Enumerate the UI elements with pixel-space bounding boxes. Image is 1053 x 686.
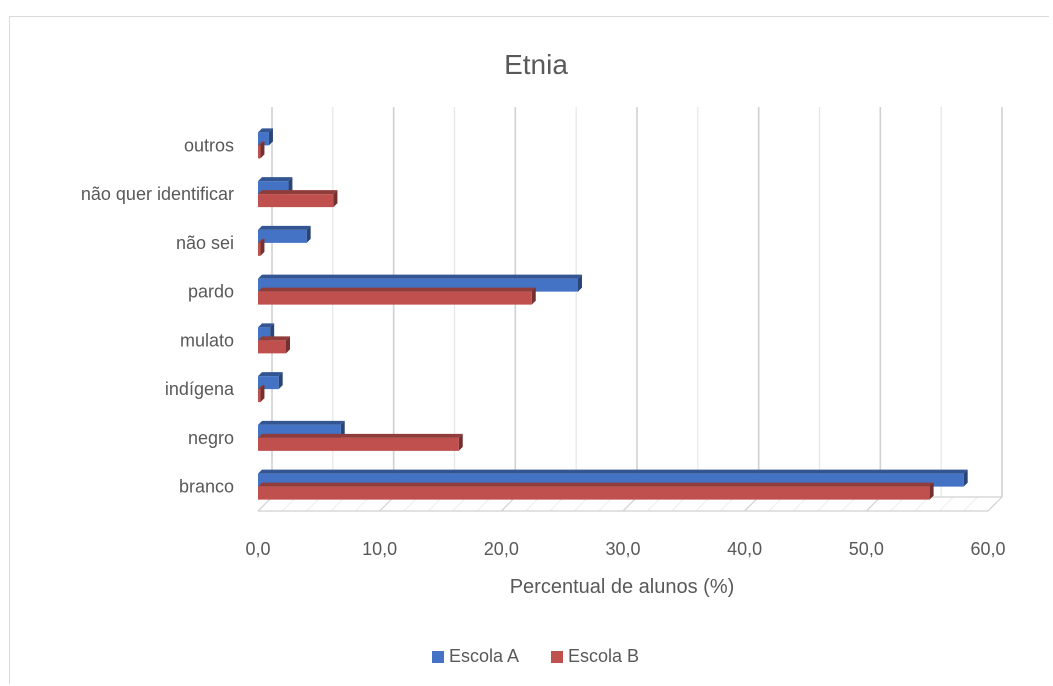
bar-side-face [285, 336, 290, 354]
bar-escola-b [258, 433, 463, 451]
bar-side-face [270, 323, 275, 341]
x-tick-labels: 0,0 10,0 20,0 30,0 40,0 50,0 60,0 [245, 539, 1005, 559]
category-labels: branco negro indígena mulato pardo não sei não… [81, 135, 235, 496]
bar-side-face [278, 372, 283, 390]
category-label: não sei [176, 233, 234, 253]
bar-escola-b [258, 287, 536, 305]
bar-escola-a [258, 128, 273, 146]
bar-side-face [333, 190, 338, 208]
bar-side-face [288, 177, 293, 195]
x-axis-title: Percentual de alunos (%) [510, 576, 735, 598]
bar-escola-a [258, 225, 311, 243]
category-label: outros [184, 135, 234, 155]
bar-top-face [258, 433, 463, 438]
bar-front-face [258, 145, 261, 159]
bar-front-face [258, 132, 269, 146]
bar-side-face [260, 238, 265, 256]
bar-top-face [258, 238, 265, 243]
chart-title: Etnia [504, 49, 568, 80]
x-tick-label: 60,0 [970, 539, 1005, 559]
floor-line-minor [938, 496, 954, 512]
legend-swatch [432, 651, 444, 663]
x-tick-label: 10,0 [362, 539, 397, 559]
legend-label: Escola A [449, 646, 519, 666]
chart-frame: Etnia branco negro indígena mulato pardo não … [9, 16, 1049, 684]
bar-side-face [340, 420, 345, 438]
bar-top-face [258, 287, 536, 292]
category-label: branco [179, 477, 234, 497]
bar-escola-b [258, 482, 934, 500]
bar-top-face [258, 482, 934, 487]
bar-top-face [258, 190, 338, 195]
bar-top-face [258, 225, 311, 230]
x-tick-label: 20,0 [484, 539, 519, 559]
bar-front-face [258, 437, 459, 451]
bar-side-face [306, 225, 311, 243]
bar-side-face [260, 385, 265, 403]
floor-line [987, 496, 1003, 512]
bar-side-face [929, 482, 934, 500]
bar-front-face [258, 194, 334, 208]
bar-top-face [258, 336, 290, 341]
bar-front-face [258, 340, 286, 354]
bar-front-face [258, 291, 532, 305]
bar-top-face [258, 385, 265, 390]
bar-top-face [258, 372, 283, 377]
bar-escola-b [258, 336, 290, 354]
bar-front-face [258, 242, 261, 256]
bars-layer [258, 128, 968, 500]
bar-side-face [260, 141, 265, 159]
bar-escola-b [258, 385, 265, 403]
bar-escola-b [258, 141, 265, 159]
legend: Escola A Escola B [432, 646, 639, 666]
category-label: negro [188, 428, 234, 448]
bar-top-face [258, 274, 582, 279]
bar-front-face [258, 389, 261, 403]
bar-side-face [963, 469, 968, 487]
bar-top-face [258, 128, 273, 133]
bar-front-face [258, 229, 307, 243]
x-tick-label: 40,0 [727, 539, 762, 559]
bar-side-face [458, 433, 463, 451]
bar-top-face [258, 420, 345, 425]
x-tick-label: 50,0 [849, 539, 884, 559]
bar-top-face [258, 141, 265, 146]
floor-line-minor [963, 496, 979, 512]
bar-side-face [268, 128, 273, 146]
chart-svg: Etnia branco negro indígena mulato pardo não … [81, 49, 1006, 666]
bar-escola-b [258, 238, 265, 256]
bar-front-face [258, 486, 930, 500]
legend-swatch [551, 651, 563, 663]
category-label: indígena [165, 379, 235, 399]
bar-side-face [531, 287, 536, 305]
x-tick-label: 30,0 [605, 539, 640, 559]
bar-top-face [258, 469, 968, 474]
x-tick-label: 0,0 [245, 539, 270, 559]
legend-label: Escola B [568, 646, 639, 666]
bar-top-face [258, 177, 293, 182]
bar-top-face [258, 323, 275, 328]
category-label: mulato [180, 330, 234, 350]
bar-escola-b [258, 190, 338, 208]
category-label: pardo [188, 282, 234, 302]
bar-side-face [577, 274, 582, 292]
category-label: não quer identificar [81, 184, 234, 204]
